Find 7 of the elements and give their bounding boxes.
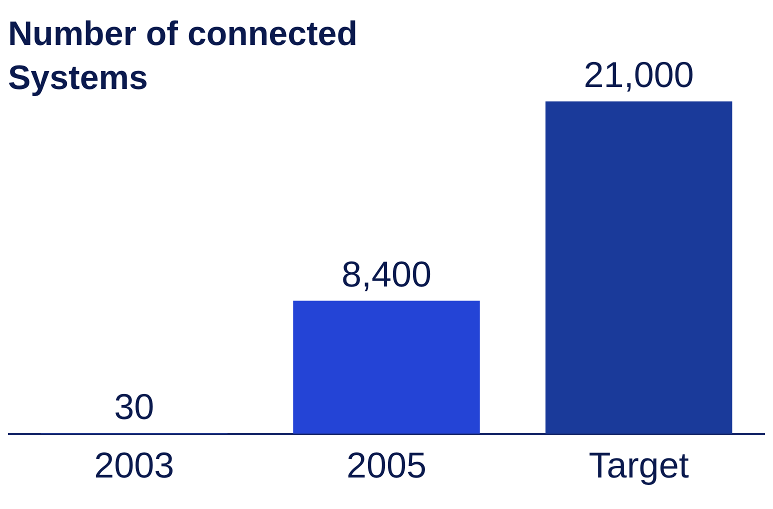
x-tick-label: Target: [588, 444, 689, 486]
data-label: 21,000: [584, 54, 694, 96]
x-tick-label: 2005: [346, 444, 427, 486]
x-tick-label: 2003: [94, 444, 174, 486]
data-label: 8,400: [341, 254, 432, 295]
chart-title: Number of connected Systems: [8, 14, 358, 99]
data-label: 30: [114, 386, 154, 428]
